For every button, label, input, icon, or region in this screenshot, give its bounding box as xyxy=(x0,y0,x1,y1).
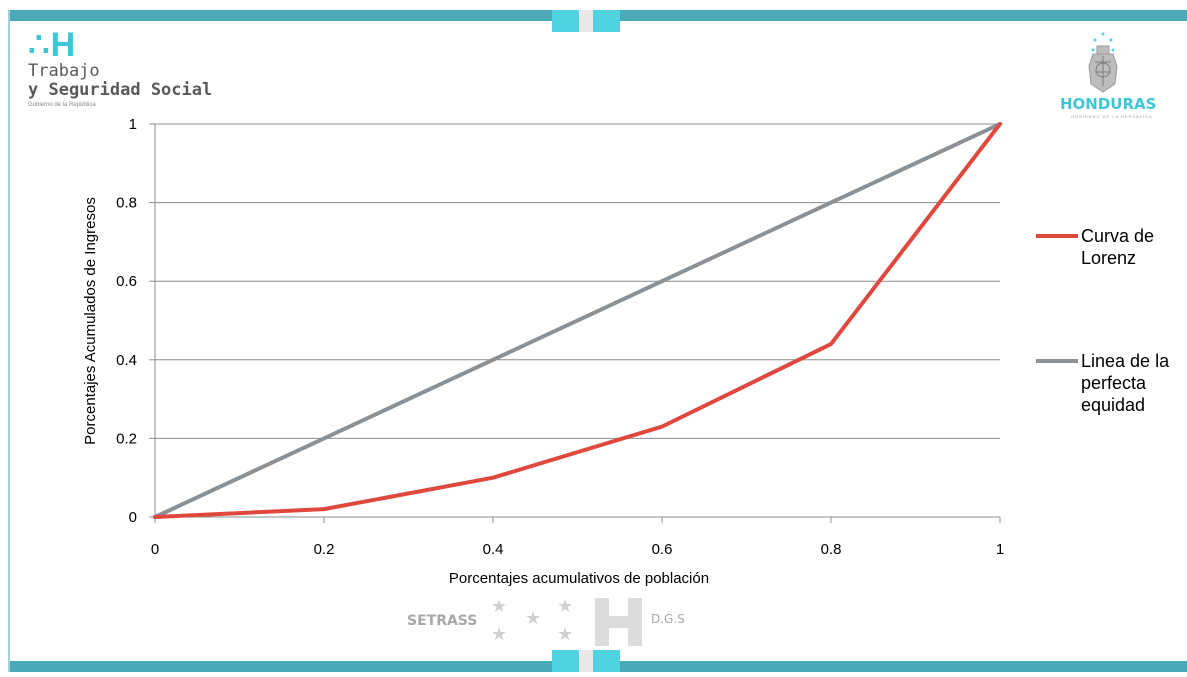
logo-mark: ∴H xyxy=(28,26,77,64)
trabajo-logo: ∴H Trabajo y Seguridad Social Gobierno d… xyxy=(28,26,213,108)
honduras-subtitle: GOBIERNO DE LA REPÚBLICA xyxy=(1071,114,1153,119)
y-tick-label: 0.4 xyxy=(116,352,137,369)
svg-text:★: ★ xyxy=(491,596,507,617)
lorenz-curve-line xyxy=(153,122,1002,519)
top-accent-tab-right xyxy=(593,10,620,32)
x-tick-label: 1 xyxy=(996,541,1004,558)
honduras-coat-of-arms-icon xyxy=(1088,32,1118,93)
bottom-accent-tab-left xyxy=(552,650,579,672)
legend-swatch-lorenz xyxy=(1036,234,1078,238)
logo-line-1: Trabajo xyxy=(28,61,100,81)
top-accent-tab-left xyxy=(552,10,579,32)
equality-line xyxy=(153,122,1002,519)
y-tick-label: 0.6 xyxy=(116,273,137,290)
logo-line-2: y Seguridad Social xyxy=(28,80,213,100)
svg-text:★: ★ xyxy=(557,624,573,645)
x-tick-label: 0.2 xyxy=(314,541,335,558)
left-frame-edge xyxy=(8,10,10,672)
y-tick-label: 0 xyxy=(129,509,137,526)
dgs-label: D.G.S xyxy=(651,612,685,626)
bottom-accent-gap xyxy=(579,650,593,672)
legend-label-lorenz: Curva de Lorenz xyxy=(1081,226,1155,268)
setrass-footer-logo: SETRASS ★ ★ ★ ★ ★ D.G.S xyxy=(405,596,725,648)
bottom-accent-tab-right xyxy=(593,650,620,672)
logo-subtitle: Gobierno de la República xyxy=(28,102,96,108)
legend-label-equality: Linea de la perfecta equidad xyxy=(1081,351,1170,415)
y-tick-label: 0.8 xyxy=(116,195,137,212)
y-axis-title: Porcentajes Acumulados de Ingresos xyxy=(82,197,99,445)
x-tick-label: 0.8 xyxy=(821,541,842,558)
x-tick-label: 0.6 xyxy=(652,541,673,558)
x-axis-title: Porcentajes acumulativos de población xyxy=(449,570,709,587)
x-tick-label: 0.4 xyxy=(483,541,504,558)
svg-text:★: ★ xyxy=(525,608,541,629)
legend-swatch-equality xyxy=(1036,359,1078,363)
footer-stars-icon: ★ ★ ★ ★ ★ xyxy=(491,596,642,646)
x-tick-label: 0 xyxy=(151,541,159,558)
y-tick-label: 0.2 xyxy=(116,430,137,447)
y-tick-label: 1 xyxy=(129,116,137,133)
honduras-logo: HONDURAS GOBIERNO DE LA REPÚBLICA xyxy=(1057,26,1187,126)
top-accent-gap xyxy=(579,10,593,32)
honduras-wordmark: HONDURAS xyxy=(1060,95,1157,113)
svg-text:★: ★ xyxy=(557,596,573,617)
svg-text:★: ★ xyxy=(491,624,507,645)
setrass-label: SETRASS xyxy=(407,613,478,629)
